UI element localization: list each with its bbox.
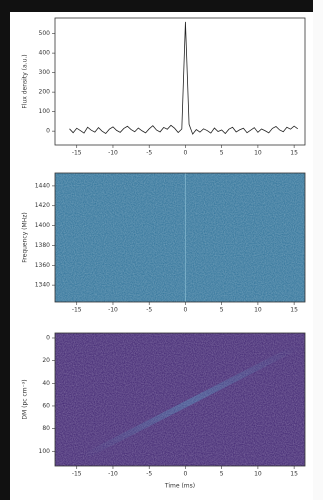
x-tick-label: -5 [146, 471, 152, 478]
y-tick-label: 1440 [35, 182, 50, 189]
x-tick-label: 15 [290, 471, 298, 478]
y-axis-label: DM (pc cm⁻³) [22, 379, 29, 419]
x-tick-label: 5 [220, 150, 224, 157]
right-edge [313, 0, 323, 500]
y-tick-label: 1420 [35, 202, 50, 209]
x-tick-label: 5 [220, 307, 224, 314]
y-tick-label: 100 [39, 108, 51, 115]
burst-streak [83, 345, 297, 459]
x-tick-label: 0 [184, 307, 188, 314]
heatmap-noise [55, 333, 305, 466]
y-tick-label: 1380 [35, 242, 50, 249]
y-tick-label: 1360 [35, 262, 50, 269]
y-tick-label: 100 [39, 448, 51, 455]
axes-frame [54, 17, 306, 146]
y-tick-label: 60 [42, 402, 50, 409]
left-edge [0, 0, 10, 500]
x-tick-label: 5 [220, 471, 224, 478]
y-tick-label: 1400 [35, 222, 50, 229]
top-edge [0, 0, 323, 12]
y-tick-label: 200 [39, 89, 51, 96]
y-tick-label: 20 [42, 357, 50, 364]
x-tick-label: -10 [108, 307, 118, 314]
axes-frame [54, 332, 306, 467]
x-tick-label: -10 [108, 150, 118, 157]
heatmap-noise [55, 173, 305, 302]
axes-frame [54, 172, 306, 303]
y-tick-label: 40 [42, 380, 50, 387]
y-tick-label: 0 [46, 128, 50, 135]
flux-line [69, 21, 298, 135]
x-tick-label: -15 [72, 471, 82, 478]
y-tick-label: 0 [46, 334, 50, 341]
x-tick-label: -10 [108, 471, 118, 478]
y-tick-label: 300 [39, 69, 51, 76]
x-tick-label: -15 [72, 150, 82, 157]
x-tick-label: -15 [72, 307, 82, 314]
y-tick-label: 1340 [35, 282, 50, 289]
x-tick-label: 10 [254, 471, 262, 478]
x-tick-label: 15 [290, 307, 298, 314]
y-axis-label: Frequency (MHz) [22, 212, 29, 262]
x-tick-label: 10 [254, 150, 262, 157]
x-axis-label: Time (ms) [164, 483, 195, 490]
y-axis-label: Flux density (a.u.) [22, 54, 29, 108]
y-tick-label: 80 [42, 425, 50, 432]
x-tick-label: 10 [254, 307, 262, 314]
x-tick-label: 0 [184, 150, 188, 157]
x-tick-label: -5 [146, 307, 152, 314]
x-tick-label: 0 [184, 471, 188, 478]
x-tick-label: -5 [146, 150, 152, 157]
y-tick-label: 400 [39, 50, 51, 57]
x-tick-label: 15 [290, 150, 298, 157]
y-tick-label: 500 [39, 30, 51, 37]
